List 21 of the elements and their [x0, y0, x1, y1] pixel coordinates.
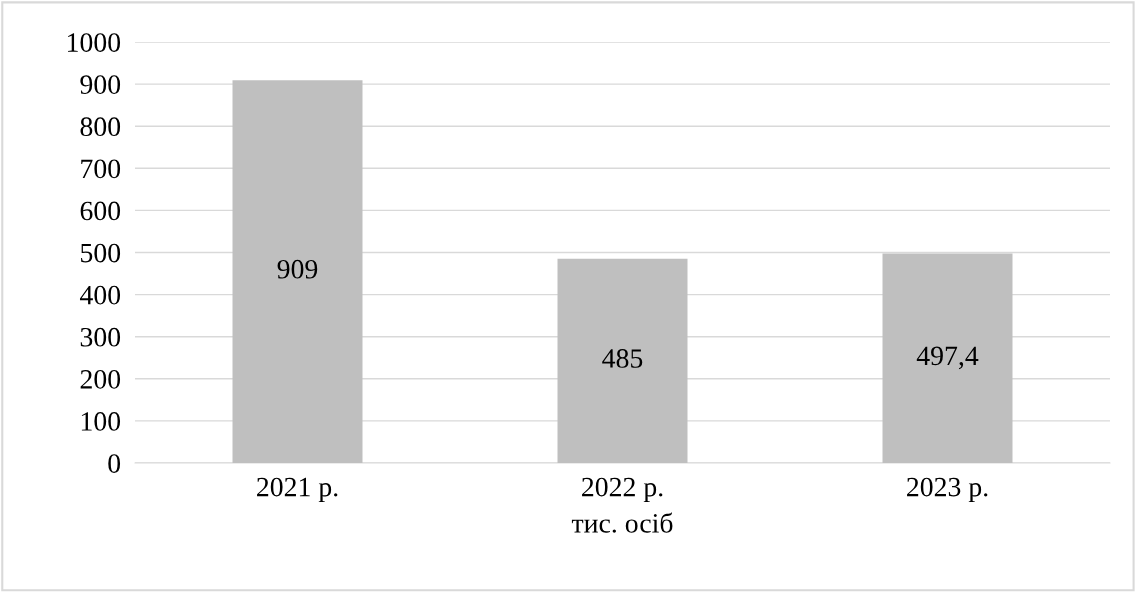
y-tick-label: 200 — [80, 369, 121, 389]
x-tick-label: 2022 р. — [582, 477, 663, 503]
y-tick-label: 800 — [80, 117, 121, 137]
data-label: 485 — [602, 349, 643, 368]
y-tick-label: 900 — [80, 75, 121, 95]
bar — [882, 253, 1013, 463]
y-tick-label: 1000 — [68, 33, 121, 52]
bar — [232, 80, 363, 463]
data-label: 909 — [277, 259, 318, 279]
y-tick-label: 0 — [108, 454, 121, 473]
x-tick-label: 2021 р. — [257, 477, 338, 503]
data-label: 497,4 — [916, 346, 979, 370]
y-tick-label: 300 — [80, 327, 121, 347]
y-tick-label: 100 — [81, 412, 121, 431]
x-axis-title: тис. осіб — [571, 512, 673, 533]
y-tick-label: 600 — [80, 201, 121, 221]
x-tick-label: 2023 р. — [907, 477, 988, 503]
y-tick-label: 400 — [79, 285, 121, 305]
y-tick-label: 500 — [81, 243, 121, 263]
y-tick-label: 700 — [81, 159, 121, 179]
bar — [557, 258, 688, 463]
